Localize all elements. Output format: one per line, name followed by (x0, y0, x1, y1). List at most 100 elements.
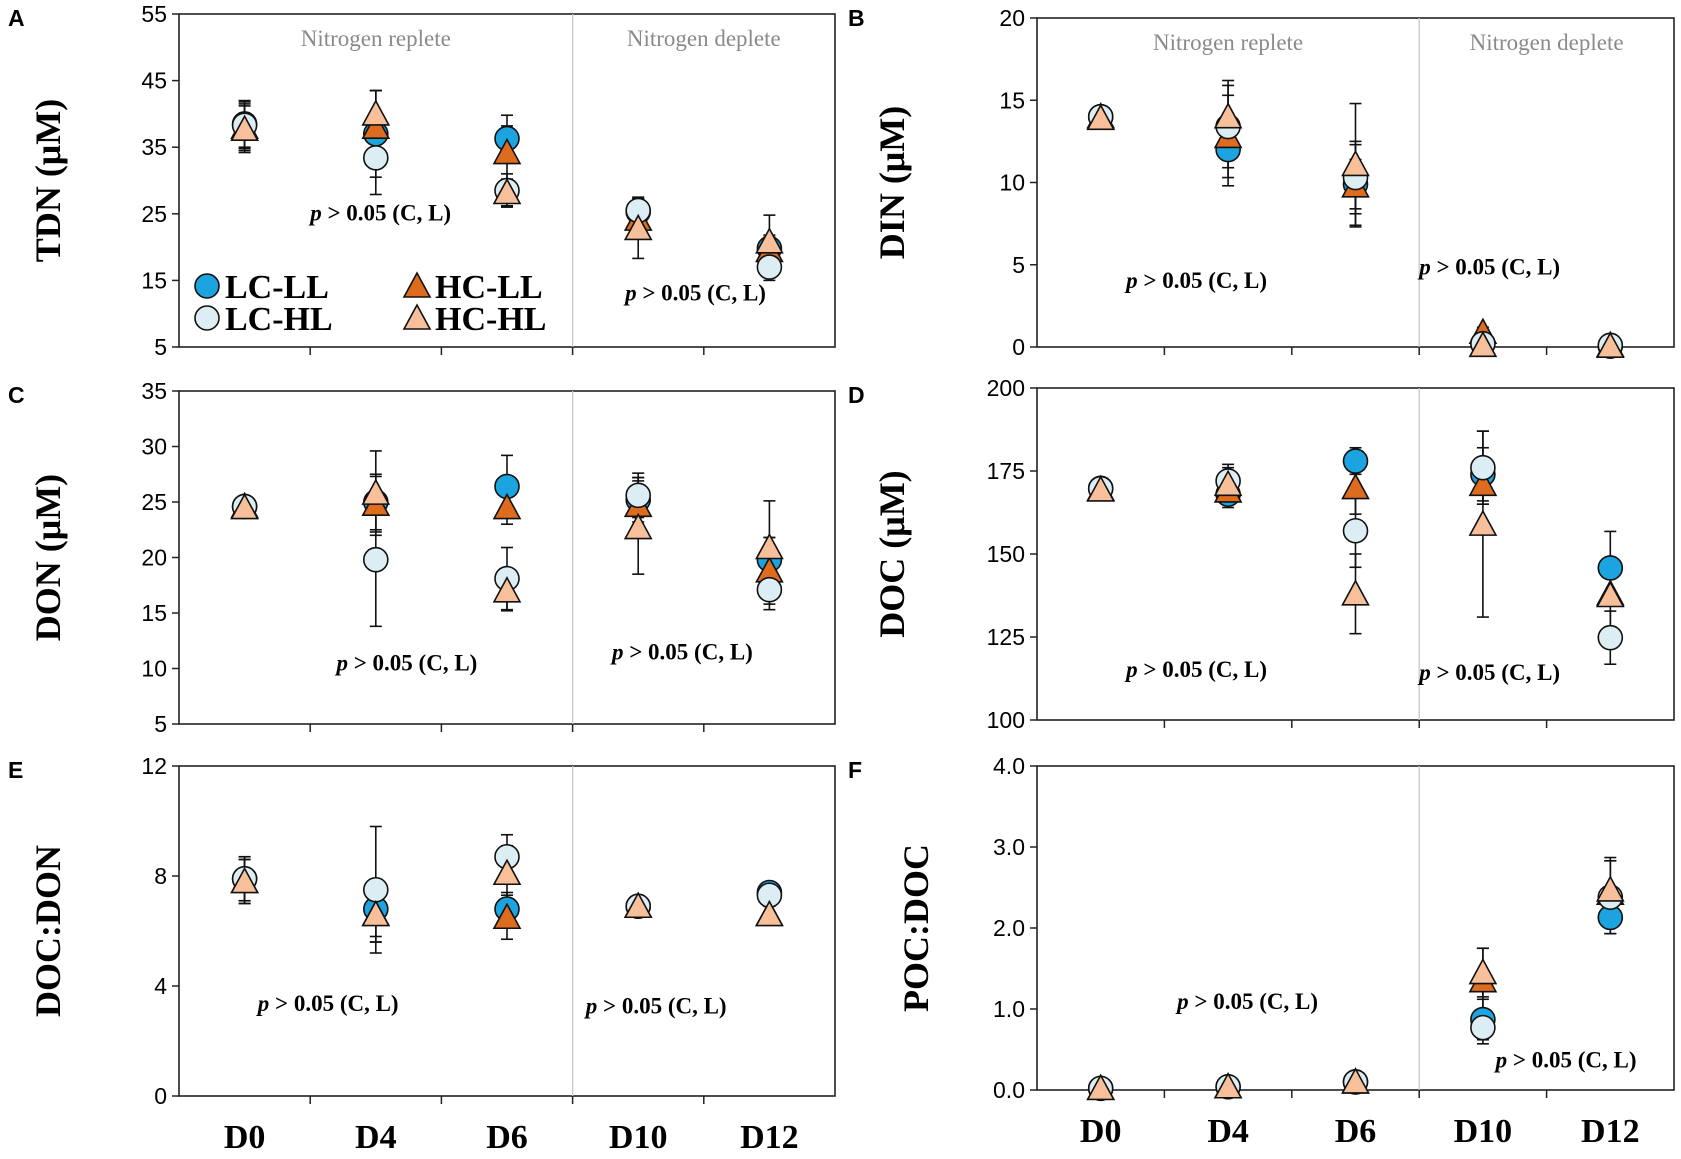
phase-label-replete: Nitrogen replete (301, 26, 451, 51)
point-lc-hl-d4 (362, 546, 389, 573)
point-lc-hl-d10 (1470, 454, 1496, 481)
panel-F: F 0.0 1.0 2.0 3.0 4.0 D0 D4 D6 D10 D12 POC:DOC p > 0… (848, 753, 1675, 1150)
x-tick-label: D12 (740, 1119, 799, 1156)
point-hc-hl-d4 (361, 899, 391, 927)
legend-label: LC-LL (225, 269, 329, 306)
y-tick-label: 5 (154, 334, 167, 360)
x-tick-label: D4 (355, 1119, 397, 1156)
y-tick-label: 35 (141, 134, 167, 160)
panel-D: D 100 125 150 175 200 DOC (μM) p > 0.05 (C, L) p… (848, 375, 1675, 733)
y-tick-label: 20 (999, 5, 1025, 31)
p-value-annotation: p > 0.05 (C, L) (1417, 255, 1560, 280)
point-hc-ll-d4 (361, 112, 391, 140)
y-axis-label: DOC:DON (28, 845, 68, 1017)
point-lc-ll-d12 (1597, 555, 1624, 581)
legend-label: HC-HL (435, 301, 546, 338)
point-hc-hl-d0 (230, 492, 259, 520)
y-axis-label: TDN (μM) (28, 99, 68, 262)
point-hc-hl-d10 (623, 512, 653, 540)
y-tick-label: 45 (141, 68, 167, 94)
x-tick-label: D6 (486, 1119, 528, 1156)
point-hc-hl-d12 (755, 532, 784, 560)
p-value-annotation: p > 0.05 (C, L) (1175, 989, 1318, 1014)
legend: LC-LL HC-LL LC-HL HC-HL (194, 269, 546, 338)
point-hc-hl-d4 (1213, 1072, 1243, 1099)
x-tick-label: D12 (1581, 1113, 1640, 1150)
legend-label: HC-LL (435, 269, 543, 306)
point-hc-hl-d6 (1341, 1067, 1370, 1094)
p-value-annotation: p > 0.05 (C, L) (256, 991, 399, 1016)
point-hc-hl-d0 (1086, 475, 1116, 502)
y-tick-label: 100 (987, 707, 1025, 733)
y-tick-label: 25 (141, 201, 167, 227)
point-hc-hl-d10 (1468, 957, 1498, 985)
x-tick-label: D4 (1207, 1113, 1249, 1150)
p-value-annotation: p > 0.05 (C, L) (623, 280, 766, 305)
y-tick-label: 10 (141, 656, 167, 682)
point-hc-hl-d0 (230, 114, 259, 142)
point-hc-hl-d0 (1086, 103, 1116, 131)
panel-label: A (8, 5, 25, 31)
y-tick-label: 15 (141, 600, 167, 626)
p-value-annotation: p > 0.05 (C, L) (584, 994, 727, 1019)
p-value-annotation: p > 0.05 (C, L) (1494, 1047, 1637, 1072)
point-hc-ll-d10 (1468, 469, 1498, 497)
point-hc-hl-d4 (361, 478, 391, 505)
p-value-annotation: p > 0.05 (C, L) (334, 651, 477, 676)
point-lc-hl-d4 (362, 876, 389, 903)
y-tick-label: 8 (154, 863, 167, 889)
point-hc-hl-d0 (1086, 1073, 1116, 1101)
point-hc-ll-d6 (492, 492, 522, 520)
legend-marker-hc-ll (402, 271, 432, 298)
y-axis-label: DOC (μM) (872, 470, 912, 637)
panel-B: B 0 5 10 15 20 DIN (μM) Nitrogen replete Nitroge… (848, 5, 1675, 360)
point-hc-hl-d6 (1341, 579, 1370, 606)
phase-label-deplete: Nitrogen deplete (1470, 30, 1624, 55)
y-tick-label: 35 (141, 378, 167, 404)
y-axis-label: POC:DOC (896, 844, 936, 1012)
p-value-annotation: p > 0.05 (C, L) (1124, 657, 1267, 682)
panel-label: E (8, 757, 23, 783)
plot-frame (178, 765, 836, 1097)
x-tick-label: D0 (224, 1119, 266, 1156)
point-hc-hl-d6 (1341, 149, 1370, 177)
point-hc-ll-d6 (492, 902, 522, 930)
y-tick-label: 30 (141, 434, 167, 460)
y-axis-label: DIN (μM) (872, 106, 912, 259)
point-hc-hl-d10 (1468, 509, 1498, 536)
point-hc-ll-d6 (492, 137, 522, 165)
point-lc-ll-d6 (1342, 448, 1369, 474)
p-value-annotation: p > 0.05 (C, L) (1417, 660, 1560, 685)
point-hc-hl-d0 (230, 866, 259, 894)
y-tick-label: 0.0 (993, 1077, 1025, 1103)
point-lc-hl-d12 (1597, 624, 1624, 651)
point-hc-hl-d6 (492, 576, 522, 603)
point-hc-hl-d10 (1468, 330, 1498, 358)
y-tick-label: 200 (987, 375, 1025, 401)
point-lc-hl-d4 (362, 145, 389, 171)
y-tick-label: 15 (141, 267, 167, 293)
y-tick-label: 175 (987, 458, 1025, 484)
y-tick-label: 4.0 (993, 753, 1025, 779)
panel-label: F (848, 757, 862, 783)
y-tick-label: 15 (999, 87, 1025, 113)
y-tick-label: 10 (999, 170, 1025, 196)
legend-marker-lc-ll (194, 273, 220, 299)
y-tick-label: 0 (154, 1083, 167, 1109)
y-tick-label: 150 (987, 541, 1025, 567)
point-hc-hl-d12 (1595, 580, 1625, 608)
point-hc-hl-d12 (755, 227, 784, 254)
point-hc-ll-d6 (1341, 472, 1370, 500)
panel-C: C 5 10 15 20 25 30 35 DON (μM) p > 0.05 (C, L) p >… (8, 378, 836, 737)
y-tick-label: 125 (987, 624, 1025, 650)
legend-label: LC-HL (225, 301, 333, 338)
legend-marker-lc-hl (194, 305, 220, 331)
x-tick-label: D6 (1335, 1113, 1377, 1150)
y-tick-label: 5 (1012, 252, 1025, 278)
panel-label: C (8, 382, 25, 408)
point-hc-hl-d10 (623, 213, 653, 241)
point-lc-hl-d10 (625, 482, 652, 509)
y-tick-label: 12 (141, 753, 167, 779)
y-tick-label: 5 (154, 711, 167, 737)
point-lc-hl-d12 (756, 576, 783, 603)
